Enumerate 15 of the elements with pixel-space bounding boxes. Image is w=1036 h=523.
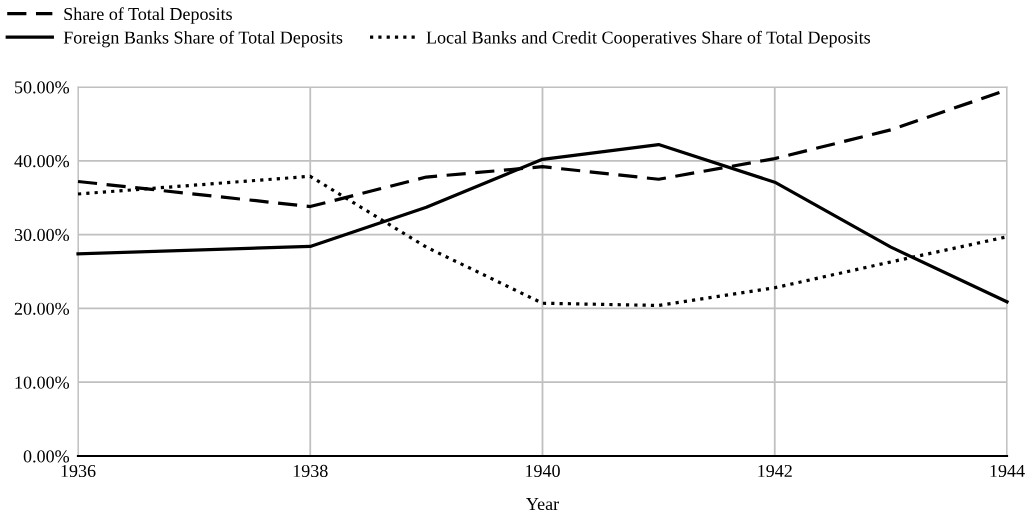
- x-tick-label: 1944: [990, 464, 1025, 478]
- y-tick-label: 50.00%: [15, 81, 70, 94]
- x-axis-title: Year: [526, 498, 559, 511]
- x-tick-label: 1942: [758, 464, 792, 478]
- legend-label: Foreign Banks Share of Total Deposits: [63, 30, 343, 48]
- y-tick-label: 30.00%: [14, 228, 70, 242]
- y-tick-label: 20.00%: [14, 302, 70, 315]
- y-tick-label: 10.00%: [15, 376, 70, 389]
- legend-label: Local Banks and Credit Cooperatives Share of Total Deposits: [426, 30, 871, 48]
- y-tick-label: 0.00%: [23, 450, 70, 463]
- legend-label: Share of Total Deposits: [64, 7, 232, 24]
- x-tick-label: 1936: [61, 464, 96, 478]
- x-tick-label: 1940: [526, 464, 560, 478]
- x-tick-label: 1938: [293, 464, 328, 478]
- y-tick-label: 40.00%: [14, 155, 70, 168]
